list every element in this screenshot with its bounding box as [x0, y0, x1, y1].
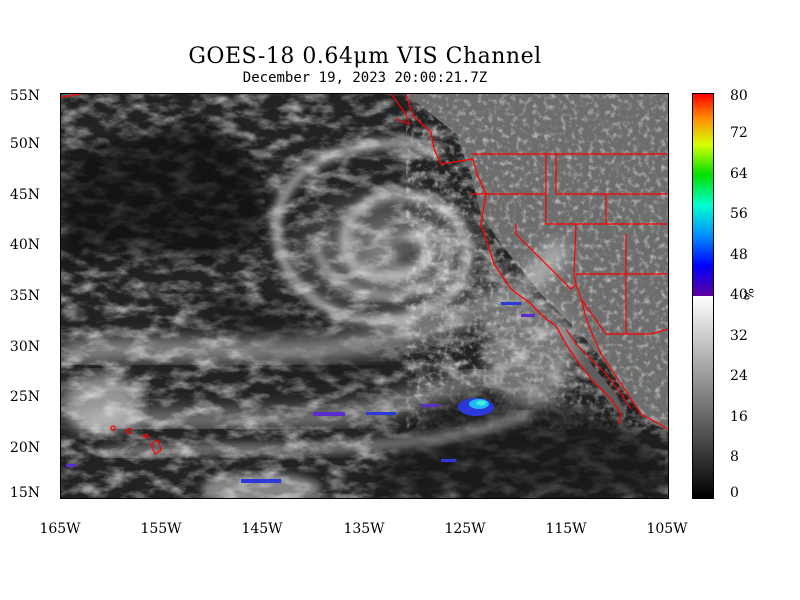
colorbar-tick: 48 — [730, 247, 748, 263]
state-boundaries — [61, 94, 668, 430]
lon-label: 145W — [241, 521, 283, 537]
lon-label: 135W — [343, 521, 385, 537]
lat-label: 45N — [9, 187, 40, 203]
lon-label: 105W — [646, 521, 688, 537]
color-bar — [692, 93, 714, 499]
colorbar-tick: 40 — [730, 287, 748, 303]
lon-label: 125W — [444, 521, 486, 537]
coastline — [405, 94, 622, 425]
dark-clear-area — [61, 124, 265, 264]
hawaiian-islands — [110, 425, 162, 455]
colorbar-tick: 24 — [730, 368, 748, 384]
colorbar-tick: 8 — [730, 449, 739, 465]
lat-label: 25N — [9, 389, 40, 405]
lon-label: 115W — [545, 521, 587, 537]
lat-label: 40N — [9, 237, 40, 253]
cyclone-swirl — [271, 138, 506, 329]
lat-label: 35N — [9, 288, 40, 304]
lat-label: 30N — [9, 339, 40, 355]
frontal-cloud-band — [61, 238, 571, 365]
colorbar-tick: 32 — [730, 328, 748, 344]
colorbar-tick: 72 — [730, 125, 748, 141]
satellite-map — [60, 93, 669, 499]
colorbar-unit: % — [740, 288, 755, 301]
lon-label: 155W — [140, 521, 182, 537]
lat-label: 50N — [9, 136, 40, 152]
lat-label: 20N — [9, 440, 40, 456]
image-title: GOES-18 0.64μm VIS Channel — [188, 44, 542, 69]
colorbar-tick: 80 — [730, 88, 748, 104]
lat-label: 55N — [9, 88, 40, 104]
colorbar-tick: 0 — [730, 485, 739, 501]
colorbar-tick: 16 — [730, 409, 748, 425]
colorbar-tick: 56 — [730, 206, 748, 222]
colorbar-tick: 64 — [730, 166, 748, 182]
lat-label: 15N — [9, 485, 40, 501]
image-datetime: December 19, 2023 20:00:21.7Z — [242, 70, 488, 86]
lon-label: 165W — [39, 521, 81, 537]
